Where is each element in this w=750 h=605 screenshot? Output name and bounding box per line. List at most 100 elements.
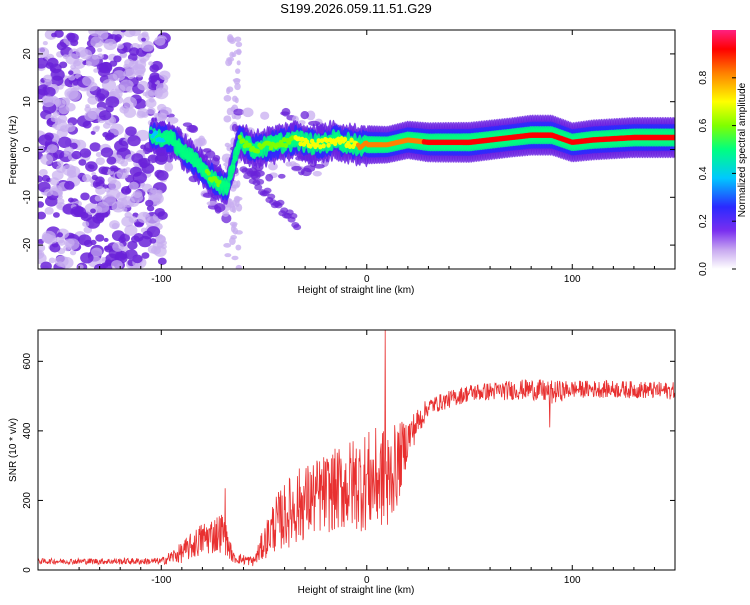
spectrogram-noise-blob [109, 123, 124, 136]
spectrogram-noise-blob [102, 263, 109, 268]
snr-y-tick-label: 0 [22, 567, 33, 573]
spectrogram-noise-blob [46, 144, 58, 154]
spectrogram-noise-blob [67, 122, 74, 128]
spectrogram-noise-blob [124, 58, 134, 68]
spectrogram-noise-blob [89, 142, 101, 152]
spectrogram-noise-blob [40, 261, 52, 269]
snr-x-axis-label: Height of straight line (km) [298, 585, 415, 596]
spectrogram-noise-blob [81, 174, 92, 183]
spectrogram-noise-blob [50, 68, 65, 81]
spectrogram-noise-blob [43, 188, 54, 197]
spectrogram-noise-blob [291, 165, 302, 171]
spectrogram-noise-blob [105, 96, 120, 108]
spectrogram-noise-blob [223, 243, 232, 248]
spectrogram-noise-blob [111, 222, 120, 229]
spectrogram-noise-blob [42, 40, 48, 46]
spectrogram-noise-blob [229, 237, 236, 246]
spectrogram-noise-blob [242, 107, 254, 118]
spectrogram-noise-blob [260, 111, 270, 120]
spectrogram-noise-blob [68, 74, 76, 81]
spectrogram-noise-blob [65, 238, 80, 251]
spectrogram-noise-blob [90, 208, 96, 214]
spectrogram-ridge-cell [280, 142, 285, 148]
spectrogram-noise-blob [136, 110, 146, 119]
spectrogram-noise-blob [146, 107, 156, 115]
spectrogram-ridge-cell [188, 151, 193, 157]
colorbar-ticks: 0.0 0.2 0.4 0.6 0.8 [698, 70, 736, 276]
spectrogram-noise-blob [56, 198, 65, 205]
spectrogram-noise-blob [38, 249, 45, 260]
spectrogram-noise-blob [95, 201, 110, 213]
spectrogram-noise-blob [155, 88, 164, 96]
spectrogram-noise-blob [148, 75, 158, 84]
spectrogram-noise-blob [54, 255, 69, 268]
spectrogram-noise-blob [235, 41, 243, 48]
spectrogram-noise-blob [102, 122, 111, 129]
spectrogram-noise-blob [110, 167, 116, 172]
spectrogram-noise-blob [148, 61, 154, 66]
spectrogram-noise-blob [140, 40, 155, 52]
spectrogram-noise-blob [229, 221, 238, 227]
spectrogram-noise-blob [129, 30, 142, 37]
spectrogram-noise-blob [90, 36, 104, 48]
spectrogram-noise-blob [233, 49, 242, 54]
spectrogram-noise-blob [113, 55, 122, 63]
spectrogram-noise-blob [267, 162, 278, 171]
spectrogram-noise-blob [157, 257, 167, 265]
spectrogram-noise-blob [224, 142, 231, 148]
spectrogram-noise-blob [52, 111, 60, 117]
spectrogram-noise-blob [112, 241, 124, 252]
snr-y-tick-label: 400 [22, 422, 33, 439]
spectrogram-noise-blob [154, 36, 166, 46]
spectrogram-noise-blob [124, 224, 138, 236]
spectrogram-noise-blob [224, 253, 232, 258]
spectrogram-noise-blob [63, 146, 74, 155]
spectrogram-ridge-cell [296, 136, 302, 142]
spectrogram-ridge-cell [316, 138, 321, 144]
spectrogram-noise-blob [70, 206, 84, 218]
spectrogram-ridge-cell [314, 142, 320, 148]
spectrogram-ridge-cell [224, 188, 229, 194]
spectrogram-noise-blob [263, 187, 272, 194]
snr-y-tick-label: 600 [22, 353, 33, 370]
colorbar-tick-label: 0.2 [698, 214, 709, 228]
snr-x-tick-label: -100 [151, 575, 171, 586]
spectrogram-noise-blob [227, 34, 234, 42]
spectrogram-noise-blob [80, 192, 90, 201]
spectrogram-noise-blob [111, 201, 126, 213]
spectrogram-noise-blob [114, 140, 129, 153]
spectrogram-noise-blob [38, 47, 50, 58]
colorbar-tick-label: 0.0 [698, 262, 709, 276]
spectrogram-noise-blob [130, 235, 140, 243]
spectrogram-noise-blob [82, 221, 90, 228]
spectrogram-ridge-cell [298, 141, 303, 147]
spectrogram-noise-blob [149, 238, 157, 244]
spectrogram-noise-blob [48, 257, 56, 264]
spectrogram-noise-blob [85, 54, 100, 67]
spectrogram-noise-blob [154, 154, 168, 165]
spectrogram-noise-blob [49, 185, 63, 196]
spectrogram-noise-blob [235, 68, 241, 74]
spectrogram-noise-blob [233, 108, 245, 116]
spectrogram-noise-blob [78, 159, 87, 166]
spectrogram-ridge-cell [191, 158, 196, 164]
spectrogram-noise-blob [164, 162, 174, 172]
spectrogram-noise-blob [289, 161, 297, 167]
spectrogram-noise-blob [68, 197, 74, 203]
spectrogram-noise-blob [256, 178, 265, 185]
spectrogram-ridge-cell [180, 147, 185, 153]
spectrogram-x-axis-label: Height of straight line (km) [298, 285, 415, 296]
spectrogram-noise-blob [115, 250, 128, 261]
spectrogram-ridge-cell [324, 137, 330, 144]
spectrogram-ridge-cell [301, 141, 307, 147]
spectrogram-noise-blob [38, 145, 45, 153]
spectrogram-noise-blob [82, 75, 95, 87]
spectrogram-noise-blob [117, 43, 124, 50]
spectrogram-noise-blob [43, 74, 53, 83]
colorbar-gradient [712, 30, 736, 269]
spectrogram-noise-blob [43, 86, 56, 97]
spectrogram-y-ticks: -20 -10 0 10 20 [22, 48, 675, 252]
spectrogram-noise-blob [56, 41, 67, 51]
spectrogram-noise-blob [57, 160, 64, 166]
spectrogram-ridge-cell [349, 137, 354, 143]
